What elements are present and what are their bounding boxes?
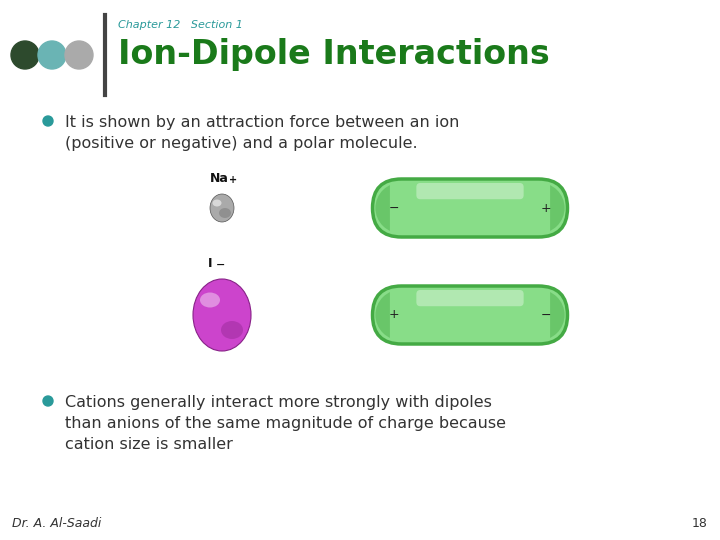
Text: Ion-Dipole Interactions: Ion-Dipole Interactions: [118, 38, 550, 71]
Text: Dr. A. Al-Saadi: Dr. A. Al-Saadi: [12, 517, 102, 530]
Circle shape: [11, 41, 39, 69]
Text: +: +: [229, 175, 237, 185]
Ellipse shape: [193, 279, 251, 351]
FancyBboxPatch shape: [390, 289, 550, 341]
Circle shape: [43, 396, 53, 406]
Text: −: −: [216, 260, 225, 270]
Text: I: I: [208, 257, 212, 270]
Text: +: +: [389, 308, 399, 321]
Ellipse shape: [513, 289, 564, 341]
Text: −: −: [541, 308, 552, 321]
Ellipse shape: [219, 208, 231, 218]
Text: Cations generally interact more strongly with dipoles
than anions of the same ma: Cations generally interact more strongly…: [65, 395, 506, 452]
FancyBboxPatch shape: [390, 182, 550, 234]
Circle shape: [38, 41, 66, 69]
Ellipse shape: [513, 183, 564, 233]
FancyBboxPatch shape: [416, 183, 523, 199]
Text: −: −: [389, 201, 399, 214]
FancyBboxPatch shape: [372, 179, 567, 237]
Ellipse shape: [210, 194, 234, 222]
FancyBboxPatch shape: [416, 290, 523, 306]
Text: +: +: [541, 201, 552, 214]
FancyBboxPatch shape: [372, 286, 567, 344]
Circle shape: [43, 116, 53, 126]
Circle shape: [65, 41, 93, 69]
Ellipse shape: [375, 183, 428, 233]
Ellipse shape: [200, 293, 220, 307]
Text: Chapter 12   Section 1: Chapter 12 Section 1: [118, 20, 243, 30]
Text: Na: Na: [210, 172, 229, 185]
Ellipse shape: [221, 321, 243, 339]
Text: 18: 18: [692, 517, 708, 530]
Ellipse shape: [212, 199, 222, 206]
Text: It is shown by an attraction force between an ion
(positive or negative) and a p: It is shown by an attraction force betwe…: [65, 115, 459, 151]
Ellipse shape: [375, 289, 428, 341]
